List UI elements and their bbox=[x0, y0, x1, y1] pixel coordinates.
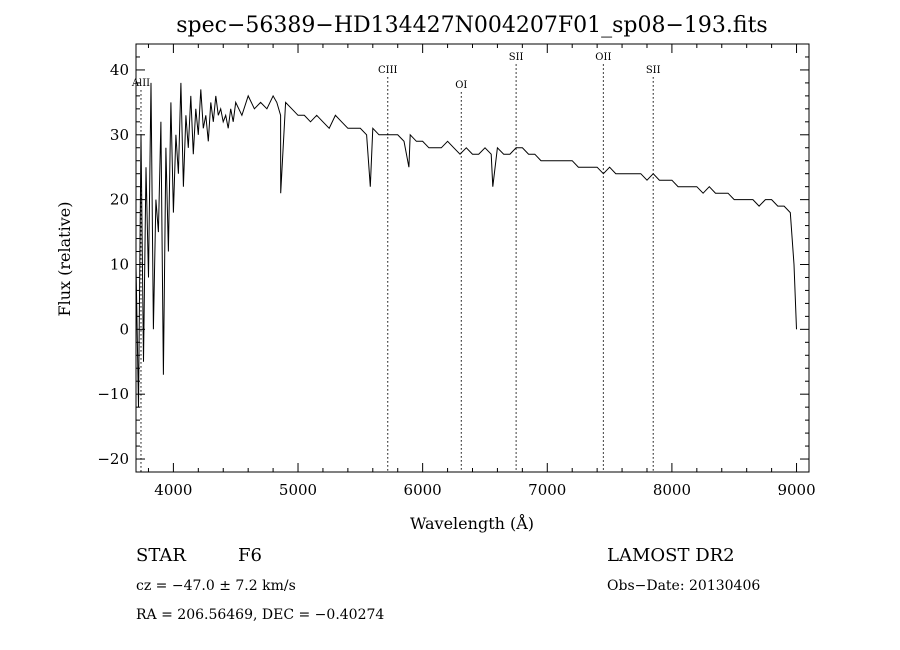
x-tick-label: 4000 bbox=[154, 481, 192, 499]
annotation-lines bbox=[140, 64, 654, 472]
info-panel: STAR F6 cz = −47.0 ± 7.2 km/s RA = 206.5… bbox=[136, 545, 760, 623]
x-tick-label: 5000 bbox=[279, 481, 317, 499]
y-tick-label: 0 bbox=[119, 320, 129, 338]
y-tick-label: 30 bbox=[110, 126, 129, 144]
x-axis-label: Wavelength (Å) bbox=[410, 513, 534, 533]
x-tick-label: 6000 bbox=[404, 481, 442, 499]
x-tick-label: 7000 bbox=[528, 481, 566, 499]
y-axis-tick-labels: −20 −10 0 10 20 30 40 bbox=[97, 61, 129, 468]
y-tick-label: 40 bbox=[110, 61, 129, 79]
annotation-labels: AlII CIII OI SII OII SII bbox=[131, 52, 661, 91]
plot-frame bbox=[135, 43, 810, 473]
spectrum-line bbox=[135, 82, 797, 408]
x-tick-label: 9000 bbox=[777, 481, 815, 499]
chart-title: spec−56389−HD134427N004207F01_sp08−193.f… bbox=[176, 13, 767, 38]
annotation-label: SII bbox=[509, 52, 524, 63]
x-axis-tick-labels: 4000 5000 6000 7000 8000 9000 bbox=[154, 481, 815, 499]
x-axis-ticks bbox=[147, 44, 798, 472]
redshift-line: cz = −47.0 ± 7.2 km/s bbox=[136, 578, 296, 594]
coordinates-line: RA = 206.56469, DEC = −0.40274 bbox=[136, 607, 384, 623]
y-tick-label: −20 bbox=[97, 450, 129, 468]
annotation-label: CIII bbox=[378, 65, 398, 76]
y-axis-label: Flux (relative) bbox=[55, 202, 74, 317]
annotation-label: OII bbox=[595, 52, 611, 63]
y-tick-label: 10 bbox=[110, 255, 129, 273]
object-class: STAR bbox=[136, 545, 186, 566]
y-axis-ticks bbox=[136, 56, 809, 460]
spectrum-series bbox=[135, 82, 797, 408]
annotation-label: OI bbox=[455, 80, 467, 91]
x-tick-label: 8000 bbox=[653, 481, 691, 499]
annotation-label: AlII bbox=[131, 78, 150, 89]
survey-name: LAMOST DR2 bbox=[607, 545, 735, 566]
annotation-label: SII bbox=[646, 65, 661, 76]
y-tick-label: −10 bbox=[97, 385, 129, 403]
observation-date: Obs−Date: 20130406 bbox=[607, 578, 760, 594]
object-subclass: F6 bbox=[238, 545, 262, 566]
y-tick-label: 20 bbox=[110, 191, 129, 209]
